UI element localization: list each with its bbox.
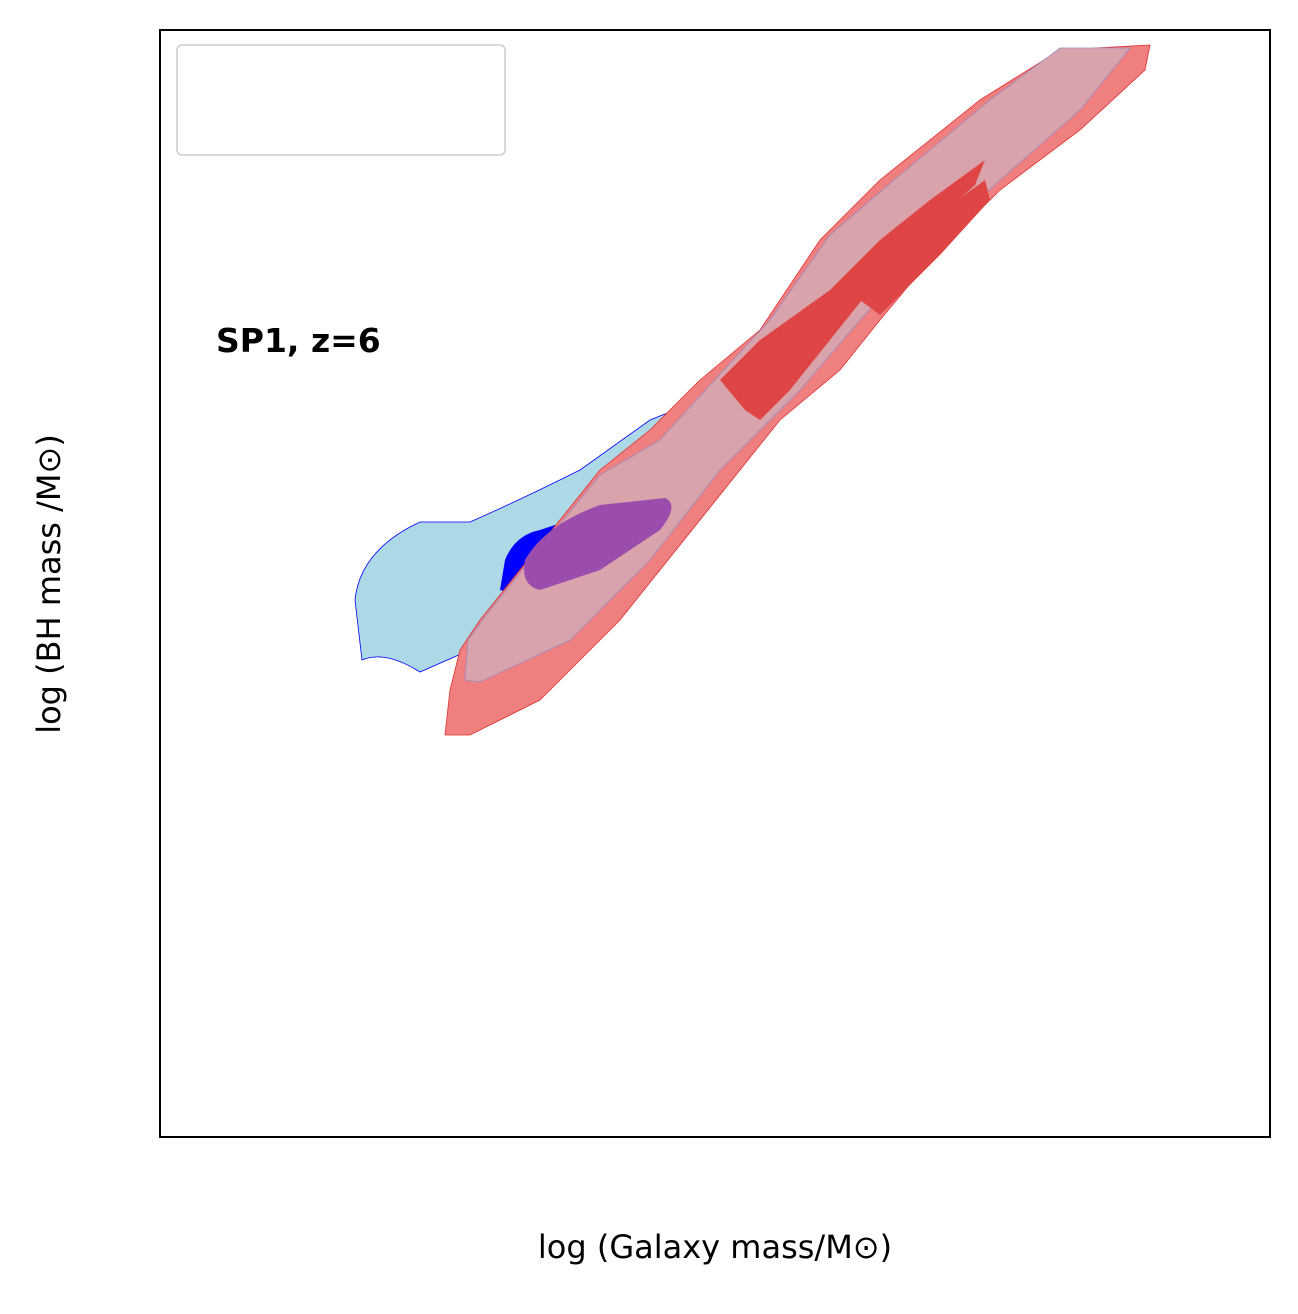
density-contours [354, 44, 1151, 736]
contour-purple [524, 498, 672, 590]
y-axis-label: log (BH mass /M⊙) [30, 434, 68, 734]
annotation: SP1, z=6 [216, 321, 381, 360]
plot-frame [159, 29, 1271, 1138]
contour-inner-red [720, 160, 985, 420]
legend [176, 44, 506, 156]
contour-inner-red [860, 180, 990, 315]
legend-box [176, 44, 506, 156]
x-axis-label: log (Galaxy mass/M⊙) [538, 1228, 892, 1266]
